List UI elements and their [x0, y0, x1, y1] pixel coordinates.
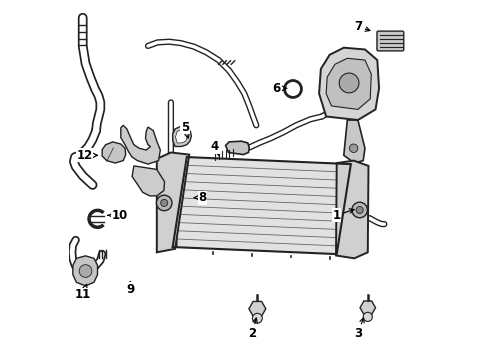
- Polygon shape: [172, 157, 351, 254]
- Text: 6: 6: [272, 82, 287, 95]
- Text: 8: 8: [195, 191, 207, 204]
- Circle shape: [252, 313, 262, 323]
- Text: 7: 7: [354, 20, 370, 33]
- Text: 11: 11: [74, 284, 91, 301]
- Text: 10: 10: [108, 209, 128, 222]
- Polygon shape: [326, 58, 371, 109]
- Circle shape: [349, 144, 358, 153]
- Text: 1: 1: [333, 209, 354, 222]
- Text: 9: 9: [126, 282, 134, 296]
- Polygon shape: [102, 142, 126, 163]
- Circle shape: [79, 265, 92, 277]
- Circle shape: [356, 207, 363, 213]
- Polygon shape: [121, 125, 160, 164]
- Text: 3: 3: [354, 318, 364, 340]
- Polygon shape: [132, 166, 165, 196]
- Circle shape: [352, 202, 368, 218]
- Circle shape: [156, 195, 172, 211]
- Polygon shape: [319, 48, 379, 120]
- FancyBboxPatch shape: [377, 31, 404, 51]
- Polygon shape: [73, 256, 98, 286]
- Circle shape: [339, 73, 359, 93]
- Circle shape: [363, 312, 372, 321]
- Polygon shape: [336, 161, 368, 258]
- Polygon shape: [172, 126, 192, 147]
- Polygon shape: [157, 153, 189, 252]
- Text: 2: 2: [248, 318, 257, 340]
- Text: 5: 5: [181, 121, 189, 138]
- Circle shape: [161, 199, 168, 207]
- Polygon shape: [175, 130, 188, 143]
- Polygon shape: [344, 120, 365, 163]
- Text: 12: 12: [76, 149, 98, 162]
- Polygon shape: [225, 141, 249, 154]
- Text: 4: 4: [211, 140, 219, 156]
